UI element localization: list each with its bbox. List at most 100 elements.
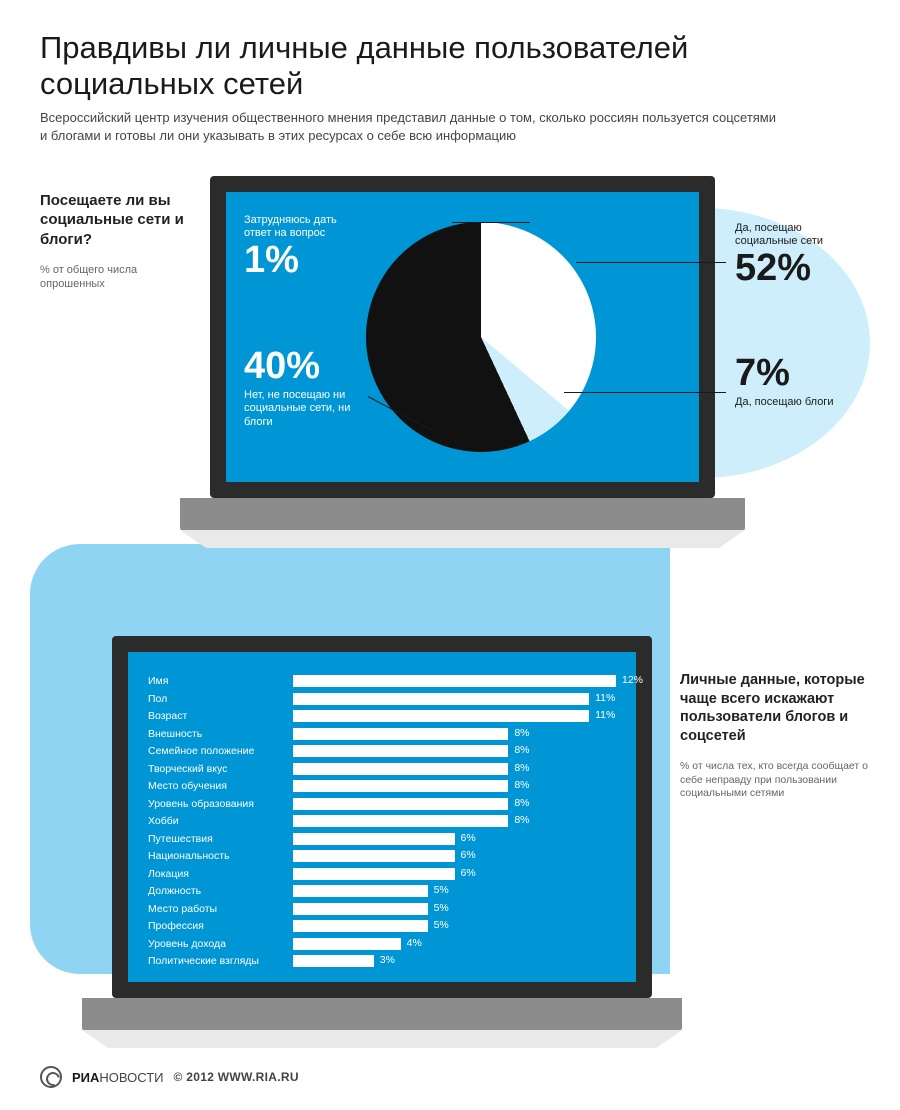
pie-label-social-text: Да, посещаю социальные сети [735,222,865,250]
bar-value: 3% [380,954,395,966]
bar-label: Хобби [148,815,293,827]
pie-label-social: Да, посещаю социальные сети 52% [735,222,865,288]
pie-value-hard: 1% [244,241,354,279]
laptop-bottom: Имя12%Пол11%Возраст11%Внешность8%Семейно… [112,636,652,1048]
ria-logo-icon [40,1066,62,1088]
bar-value: 12% [622,674,643,686]
bar-label: Внешность [148,728,293,740]
bar-fill [293,955,374,967]
laptop-top-base [180,498,745,530]
pie-value-social: 52% [735,249,865,287]
laptop-bottom-frame: Имя12%Пол11%Возраст11%Внешность8%Семейно… [112,636,652,998]
bar-value: 5% [434,902,449,914]
bar-row: Национальность 6% [148,849,616,864]
bar-fill [293,903,428,915]
bar-row: Путешествия 6% [148,831,616,846]
bar-value: 8% [514,814,529,826]
bar-label: Место обучения [148,780,293,792]
bar-value: 6% [461,849,476,861]
bar-label: Место работы [148,903,293,915]
leader-social [576,262,726,263]
bar-track: 5% [293,920,616,932]
pie-chart [366,222,596,452]
pie-label-no-text: Нет, не посещаю ни социальные сети, ни б… [244,389,364,430]
bar-fill [293,745,508,757]
bar-row: Уровень образования 8% [148,796,616,811]
bar-row: Место обучения 8% [148,779,616,794]
laptop-top-screen: Затрудняюсь дать ответ на вопрос 1% 40% … [226,192,699,482]
section-pie: Посещаете ли вы социальные сети и блоги?… [0,166,900,606]
pie-label-no: 40% Нет, не посещаю ни социальные сети, … [244,347,364,430]
footer-brand-light: НОВОСТИ [99,1070,163,1085]
bar-fill [293,728,508,740]
bar-row: Творческий вкус 8% [148,761,616,776]
bar-track: 8% [293,798,616,810]
bar-row: Политические взгляды3% [148,954,616,969]
bar-label: Профессия [148,920,293,932]
bar-fill [293,833,455,845]
bar-track: 5% [293,885,616,897]
bar-track: 8% [293,815,616,827]
bar-row: Локация 6% [148,866,616,881]
footer: РИАНОВОСТИ © 2012 WWW.RIA.RU [40,1066,299,1088]
bar-label: Путешествия [148,833,293,845]
leader-blogs [564,392,726,393]
bar-track: 3% [293,955,616,967]
question2-block: Личные данные, которые чаще всего искажа… [680,671,870,801]
pie-label-hard: Затрудняюсь дать ответ на вопрос 1% [244,214,354,280]
pie-label-hard-text: Затрудняюсь дать ответ на вопрос [244,214,354,242]
bar-track: 12% [293,675,616,687]
bar-label: Возраст [148,710,293,722]
footer-copyright: © 2012 WWW.RIA.RU [174,1070,299,1084]
bar-row: Профессия 5% [148,919,616,934]
bar-track: 8% [293,728,616,740]
bar-value: 11% [595,709,615,721]
bar-label: Локация [148,868,293,880]
bar-value: 5% [434,919,449,931]
bar-row: Место работы 5% [148,901,616,916]
laptop-top-frame: Затрудняюсь дать ответ на вопрос 1% 40% … [210,176,715,498]
bar-row: Должность5% [148,884,616,899]
pie-value-no: 40% [244,347,364,385]
bar-fill [293,710,589,722]
bar-row: Семейное положение8% [148,744,616,759]
bar-track: 8% [293,780,616,792]
bar-label: Национальность [148,850,293,862]
bar-row: Внешность8% [148,726,616,741]
question2-note: % от числа тех, кто всегда сообщает о се… [680,760,870,801]
bar-track: 4% [293,938,616,950]
bar-fill [293,938,401,950]
bar-label: Уровень дохода [148,938,293,950]
bar-value: 8% [514,762,529,774]
bar-label: Должность [148,885,293,897]
question2-label: Личные данные, которые чаще всего искажа… [680,671,870,746]
laptop-bottom-base [82,998,682,1030]
bar-track: 6% [293,868,616,880]
bar-value: 8% [514,779,529,791]
bar-track: 11% [293,710,616,722]
bar-value: 4% [407,937,422,949]
bar-label: Семейное положение [148,745,293,757]
bar-fill [293,798,508,810]
bar-label: Уровень образования [148,798,293,810]
bar-track: 6% [293,850,616,862]
bar-fill [293,780,508,792]
bar-track: 6% [293,833,616,845]
bar-fill [293,815,508,827]
bar-value: 6% [461,832,476,844]
leader-hard [452,222,530,223]
bar-value: 8% [514,797,529,809]
footer-brand-bold: РИА [72,1070,99,1085]
page-subtitle: Всероссийский центр изучения общественно… [0,109,820,165]
bar-track: 5% [293,903,616,915]
page-title: Правдивы ли личные данные пользователей … [0,0,900,109]
bar-row: Пол11% [148,691,616,706]
bar-value: 6% [461,867,476,879]
pie-value-blogs: 7% [735,354,845,392]
bar-label: Пол [148,693,293,705]
bar-label: Творческий вкус [148,763,293,775]
laptop-bottom-shadow [82,1030,682,1048]
question1-note: % от общего числа опрошенных [40,263,200,292]
laptop-bottom-screen: Имя12%Пол11%Возраст11%Внешность8%Семейно… [128,652,636,982]
bar-fill [293,693,589,705]
